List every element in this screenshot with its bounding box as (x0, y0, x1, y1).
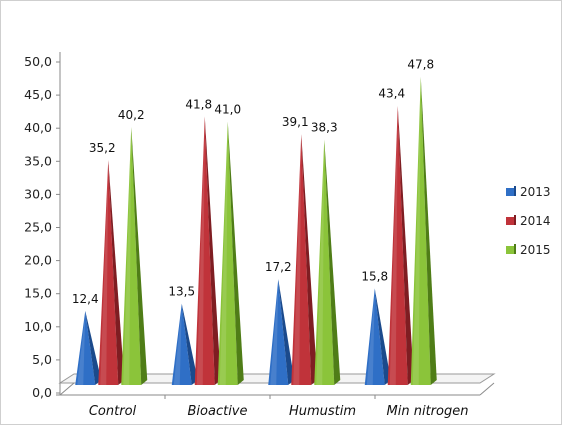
cone-2015-min-nitrogen (410, 76, 437, 386)
data-label: 38,3 (311, 120, 338, 134)
y-tick-label: 45,0 (24, 87, 52, 102)
legend-swatch (506, 217, 514, 225)
y-tick-label: 30,0 (24, 186, 52, 201)
cone-side-face (420, 76, 437, 386)
legend-label: 2015 (520, 243, 551, 257)
legend-item-2014: 2014 (506, 214, 551, 228)
cone-highlight (173, 307, 182, 385)
cone-2014-control (98, 159, 125, 385)
data-label: 15,8 (361, 269, 388, 283)
cone-highlight (196, 120, 205, 385)
data-label: 43,4 (378, 87, 405, 101)
legend-swatch-side (514, 186, 516, 196)
cone-2013-control (75, 310, 102, 385)
y-tick-label: 10,0 (24, 319, 52, 334)
cone-side-face (374, 288, 391, 385)
legend-item-2015: 2015 (506, 243, 551, 257)
cone-side-face (204, 116, 221, 385)
cone-side-face (108, 159, 125, 385)
cone-highlight (77, 314, 86, 385)
legend-swatch-side (514, 244, 516, 254)
legend-label: 2014 (520, 214, 551, 228)
cone-front-face (387, 105, 408, 385)
data-label: 12,4 (72, 292, 99, 306)
cone-2014-bioactive (194, 116, 221, 385)
cone-front-face (217, 121, 238, 385)
data-label: 13,5 (168, 285, 195, 299)
cone-2013-min-nitrogen (364, 288, 391, 385)
cone-front-face (98, 159, 119, 385)
category-label: Min nitrogen (387, 404, 469, 419)
cone-2014-humustim (291, 134, 318, 385)
data-label: 17,2 (265, 260, 292, 274)
cone-front-face (75, 310, 96, 385)
cone-side-face (227, 121, 244, 385)
cone-side-face (278, 279, 295, 385)
cone-side-face (131, 126, 148, 385)
x-axis-depth-edge-right (479, 382, 495, 396)
cone-2015-control (121, 126, 148, 385)
data-label: 40,2 (118, 108, 145, 122)
legend: 2013 2014 2015 (506, 185, 551, 257)
cone-highlight (123, 130, 132, 385)
y-tick-label: 15,0 (24, 286, 52, 301)
cone-2013-bioactive (171, 303, 198, 385)
cone-side-face (301, 134, 318, 385)
cone-highlight (219, 125, 228, 385)
cone-side-face (397, 105, 414, 385)
legend-item-2013: 2013 (506, 185, 551, 199)
cone-front-face (171, 303, 192, 385)
legend-swatch (506, 246, 514, 254)
cone-side-face (85, 310, 102, 385)
data-label: 39,1 (282, 115, 309, 129)
labels-layer: 12,4 35,2 40,2 13,5 41,8 41,0 17,2 39,1 38,3 15,8… (72, 58, 434, 306)
x-axis-depth-edge-left (59, 382, 75, 396)
y-tick-label: 50,0 (24, 54, 52, 69)
y-tick-label: 25,0 (24, 220, 52, 235)
cone-front-face (410, 76, 431, 386)
cone-2015-bioactive (217, 121, 244, 385)
data-label: 47,8 (407, 58, 434, 72)
legend-swatch (506, 188, 514, 196)
cone-side-face (181, 303, 198, 385)
cone-front-face (364, 288, 385, 385)
data-label: 41,8 (185, 97, 212, 111)
cone-side-face (324, 139, 341, 385)
cone-front-face (268, 279, 289, 385)
cone-highlight (293, 138, 302, 385)
category-label: Control (89, 404, 137, 419)
cone-2014-min-nitrogen (387, 105, 414, 385)
y-tick-label: 35,0 (24, 153, 52, 168)
cone-front-face (194, 116, 215, 385)
cone-front-face (121, 126, 142, 385)
bars-layer (75, 76, 437, 386)
cone-highlight (412, 80, 421, 386)
cone-2013-humustim (268, 279, 295, 385)
cone-highlight (389, 109, 398, 385)
category-label: Bioactive (188, 404, 248, 419)
legend-swatch-side (514, 215, 516, 225)
cone-highlight (366, 292, 375, 385)
cone-front-face (314, 139, 335, 385)
data-label: 41,0 (214, 103, 241, 117)
legend-label: 2013 (520, 185, 551, 199)
cone-highlight (270, 283, 279, 385)
cone-2015-humustim (314, 139, 341, 385)
data-label: 35,2 (89, 141, 116, 155)
cone-highlight (100, 163, 109, 385)
cone-front-face (291, 134, 312, 385)
y-tick-label: 0,0 (32, 385, 52, 400)
category-label: Humustim (289, 404, 356, 419)
y-tick-label: 40,0 (24, 120, 52, 135)
y-tick-label: 20,0 (24, 253, 52, 268)
cone-highlight (316, 143, 325, 385)
y-tick-label: 5,0 (32, 352, 52, 367)
